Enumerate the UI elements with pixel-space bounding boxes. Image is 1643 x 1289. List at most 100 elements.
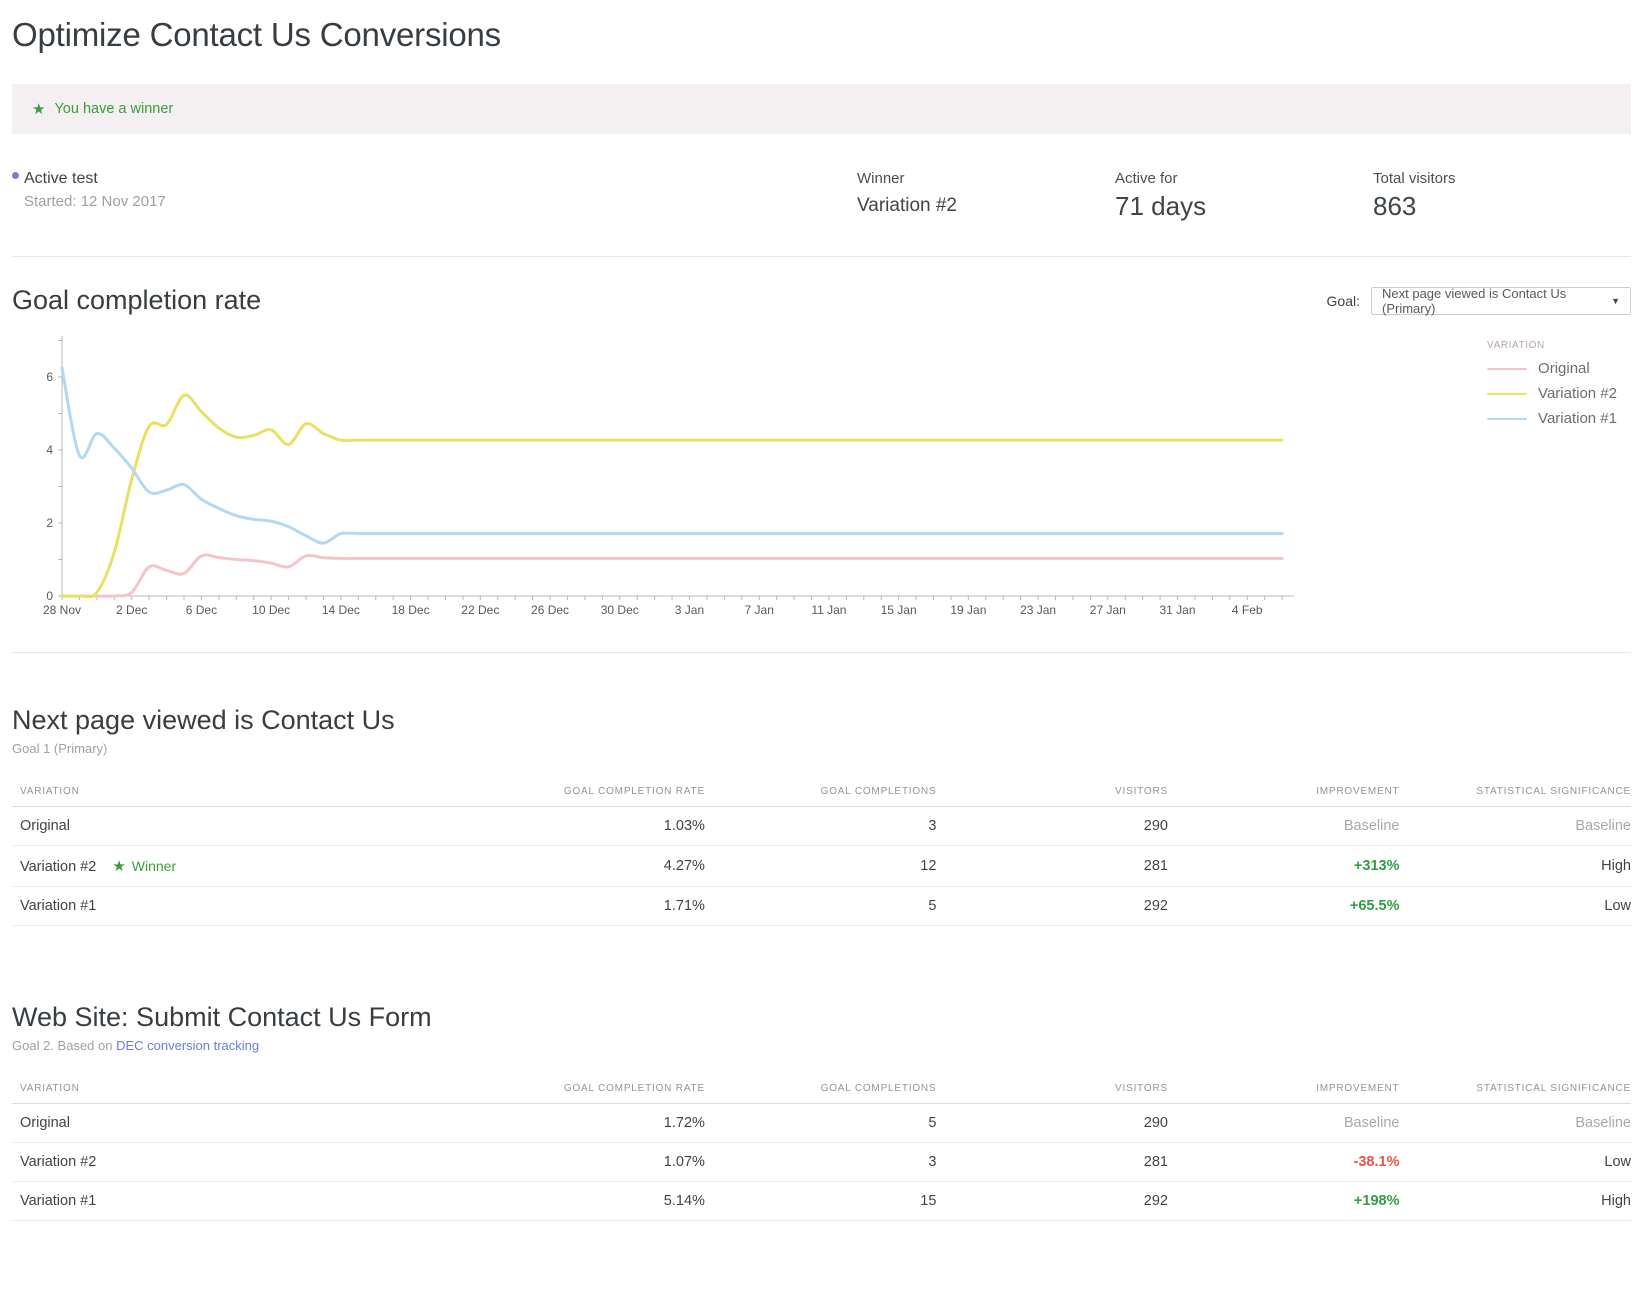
variation-name: Variation #1 bbox=[12, 886, 474, 926]
svg-text:3 Jan: 3 Jan bbox=[675, 603, 704, 617]
column-header: VISITORS bbox=[936, 776, 1168, 807]
table-row: Variation #2 ★ Winner 4.27% 12 281 +313% H… bbox=[12, 845, 1631, 887]
chart-legend: VARIATION Original Variation #2 Variatio… bbox=[1487, 340, 1617, 435]
active-test-status: Active test Started: 12 Nov 2017 bbox=[12, 170, 857, 222]
visitors: 292 bbox=[936, 886, 1168, 926]
statistical-significance: Baseline bbox=[1399, 1103, 1631, 1143]
goal-completions: 3 bbox=[704, 1142, 937, 1182]
svg-text:0: 0 bbox=[46, 589, 53, 603]
stat-label: Winner bbox=[857, 170, 905, 187]
improvement: Baseline bbox=[1167, 806, 1400, 846]
column-header: IMPROVEMENT bbox=[1167, 1073, 1400, 1104]
legend-swatch bbox=[1487, 392, 1528, 395]
stat-value: 863 bbox=[1373, 191, 1417, 221]
stat-total-visitors: Total visitors 863 bbox=[1373, 170, 1631, 222]
improvement: Baseline bbox=[1167, 1103, 1400, 1143]
goal-subtitle-text: Goal 2. Based on bbox=[12, 1038, 117, 1053]
improvement: -38.1% bbox=[1167, 1142, 1400, 1182]
stat-value: 71 days bbox=[1115, 191, 1207, 221]
column-header: GOAL COMPLETION RATE bbox=[473, 776, 705, 807]
legend-label: Variation #2 bbox=[1538, 385, 1617, 402]
page-title: Optimize Contact Us Conversions bbox=[12, 16, 501, 53]
variation-name: Original bbox=[12, 806, 474, 846]
variation-name: Variation #2 bbox=[12, 1142, 474, 1182]
visitors: 292 bbox=[936, 1181, 1168, 1221]
goal1-results-table: VARIATION GOAL COMPLETION RATE GOAL COMP… bbox=[12, 776, 1631, 926]
active-test-label: Active test bbox=[24, 170, 98, 187]
table-row: Variation #1 5.14% 15 292 +198% High bbox=[12, 1181, 1631, 1221]
svg-text:31 Jan: 31 Jan bbox=[1160, 603, 1196, 617]
legend-label: Variation #1 bbox=[1538, 410, 1617, 427]
stat-value: Variation #2 bbox=[857, 195, 957, 216]
chart-title: Goal completion rate bbox=[12, 285, 262, 315]
stat-label: Active for bbox=[1115, 170, 1178, 187]
svg-text:15 Jan: 15 Jan bbox=[881, 603, 917, 617]
legend-item-variation-2[interactable]: Variation #2 bbox=[1487, 385, 1617, 402]
improvement: +313% bbox=[1167, 845, 1400, 887]
goal-subtitle: Goal 2. Based on DEC conversion tracking bbox=[12, 1038, 1631, 1053]
improvement: +65.5% bbox=[1167, 886, 1400, 926]
chevron-down-icon: ▼ bbox=[1611, 295, 1620, 306]
visitors: 290 bbox=[936, 806, 1168, 846]
star-icon: ★ bbox=[32, 100, 46, 118]
table-header-row: VARIATION GOAL COMPLETION RATE GOAL COMP… bbox=[12, 1073, 1631, 1104]
legend-label: Original bbox=[1538, 360, 1590, 377]
legend-title: VARIATION bbox=[1487, 340, 1545, 351]
variation-name: Original bbox=[12, 1103, 474, 1143]
legend-swatch bbox=[1487, 417, 1528, 420]
svg-text:23 Jan: 23 Jan bbox=[1020, 603, 1056, 617]
conversion-tracking-link[interactable]: DEC conversion tracking bbox=[116, 1038, 260, 1053]
table-row: Original 1.03% 3 290 Baseline Baseline bbox=[12, 806, 1631, 846]
active-status-dot-icon bbox=[12, 172, 19, 179]
goal-title: Next page viewed is Contact Us bbox=[12, 705, 395, 735]
summary-section: Active test Started: 12 Nov 2017 Winner … bbox=[12, 170, 1631, 222]
goal-completions: 5 bbox=[704, 1103, 937, 1143]
goal-completions: 5 bbox=[704, 886, 937, 926]
goal-completion-rate: 1.71% bbox=[473, 886, 705, 926]
variation-name: Variation #2 ★ Winner bbox=[12, 845, 474, 887]
page-root: Optimize Contact Us Conversions ★ You ha… bbox=[0, 16, 1643, 1221]
star-icon: ★ bbox=[112, 858, 126, 875]
goal-completion-rate: 5.14% bbox=[473, 1181, 705, 1221]
goal-completion-rate: 1.03% bbox=[473, 806, 705, 846]
svg-text:30 Dec: 30 Dec bbox=[601, 603, 639, 617]
goal-picker: Goal: Next page viewed is Contact Us (Pr… bbox=[1326, 285, 1631, 316]
goal-subtitle: Goal 1 (Primary) bbox=[12, 741, 108, 756]
goal2-section: Web Site: Submit Contact Us Form Goal 2.… bbox=[12, 1002, 1631, 1221]
winner-badge-label: Winner bbox=[131, 858, 177, 874]
table-row: Variation #1 1.71% 5 292 +65.5% Low bbox=[12, 886, 1631, 926]
legend-item-original[interactable]: Original bbox=[1487, 360, 1617, 377]
section-divider bbox=[12, 256, 1631, 257]
goal2-results-table: VARIATION GOAL COMPLETION RATE GOAL COMP… bbox=[12, 1073, 1631, 1221]
stat-active-for: Active for 71 days bbox=[1115, 170, 1373, 222]
svg-text:14 Dec: 14 Dec bbox=[322, 603, 360, 617]
goal-completions: 12 bbox=[704, 845, 937, 887]
statistical-significance: High bbox=[1399, 1181, 1631, 1221]
goal-completion-rate: 1.72% bbox=[473, 1103, 705, 1143]
svg-text:28 Nov: 28 Nov bbox=[43, 603, 81, 617]
visitors: 290 bbox=[936, 1103, 1168, 1143]
chart-section: Goal completion rate Goal: Next page vie… bbox=[12, 257, 1631, 626]
goal-completions: 15 bbox=[704, 1181, 937, 1221]
goal-selector-label: Goal: bbox=[1326, 292, 1360, 309]
test-start-date: Started: 12 Nov 2017 bbox=[24, 193, 166, 210]
legend-swatch bbox=[1487, 367, 1528, 370]
legend-item-variation-1[interactable]: Variation #1 bbox=[1487, 410, 1617, 427]
statistical-significance: High bbox=[1399, 845, 1631, 887]
goal-select-value: Next page viewed is Contact Us (Primary) bbox=[1382, 285, 1567, 316]
svg-text:4: 4 bbox=[46, 443, 53, 457]
statistical-significance: Low bbox=[1399, 1142, 1631, 1182]
table-header-row: VARIATION GOAL COMPLETION RATE GOAL COMP… bbox=[12, 776, 1631, 807]
svg-text:7 Jan: 7 Jan bbox=[745, 603, 774, 617]
statistical-significance: Low bbox=[1399, 886, 1631, 926]
svg-text:2: 2 bbox=[46, 516, 53, 530]
goal-select[interactable]: Next page viewed is Contact Us (Primary)… bbox=[1371, 285, 1631, 316]
svg-text:6 Dec: 6 Dec bbox=[186, 603, 217, 617]
svg-text:19 Jan: 19 Jan bbox=[950, 603, 986, 617]
winner-banner: ★ You have a winner bbox=[12, 84, 1631, 134]
stat-label: Total visitors bbox=[1373, 170, 1456, 187]
svg-text:4 Feb: 4 Feb bbox=[1232, 603, 1263, 617]
column-header: STATISTICAL SIGNIFICANCE bbox=[1399, 776, 1631, 807]
visitors: 281 bbox=[936, 1142, 1168, 1182]
column-header: VISITORS bbox=[936, 1073, 1168, 1104]
